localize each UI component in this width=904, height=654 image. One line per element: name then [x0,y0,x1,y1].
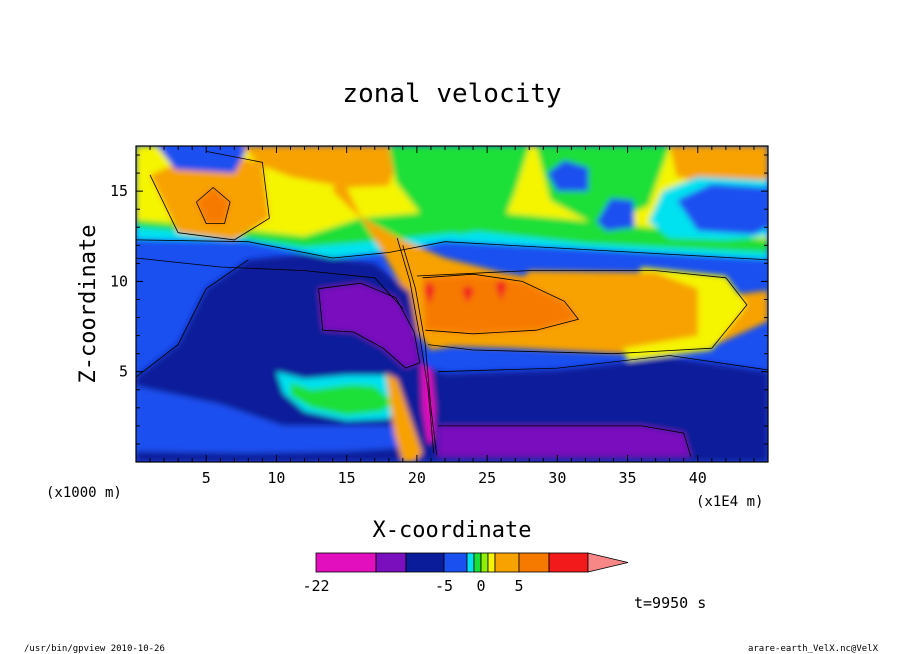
lower-left-blue [136,386,403,453]
x-tick-label: 10 [267,469,285,487]
colorbar: -22 -5 0 5 [302,552,629,595]
colorbar-tick-label: 5 [514,577,523,595]
x-tick-label: 40 [689,469,707,487]
upper-blue-patch [547,160,589,192]
y-tick-label: 10 [110,272,128,290]
contour-line [136,259,249,378]
contour-line [136,239,768,261]
upper-blue-patch-2 [596,198,635,231]
plot-frame [135,145,769,463]
colorbar-tick-label: 0 [476,577,485,595]
eastward-jet-core [422,274,579,334]
plot-area [136,146,768,462]
contour-line [396,237,435,454]
contour-line [149,151,270,241]
upper-right-blue [676,183,768,235]
x-tick-label: 5 [202,469,211,487]
y-tick-label: 5 [119,363,128,381]
x-tick-label: 20 [408,469,426,487]
contour-line [402,245,437,455]
colorbar-segment [480,552,489,573]
x-tick-label: 15 [338,469,356,487]
colorbar-segment [375,552,407,573]
contour-line [196,186,231,225]
y-tick-label: 15 [110,182,128,200]
colorbar-segment [315,552,377,573]
top-orange-band [241,146,403,188]
jet-max-1 [423,281,436,305]
x-axis: 5 10 15 20 25 30 35 40 [135,146,769,487]
lower-purple-shelf [438,425,691,457]
colorbar-segment [518,552,550,573]
upper-right-orange [669,146,768,186]
contour-line [422,273,580,335]
time-label: t=9950 s [634,594,706,612]
colorbar-segment [487,552,496,573]
y-axis-label: Z-coordinate [76,225,101,384]
westward-lower-navy [136,254,768,462]
colorbar-tick-label: -22 [302,577,329,595]
footer-left: /usr/bin/gpview 2010-10-26 [24,644,165,654]
x-tick-label: 25 [478,469,496,487]
jet-max-3 [495,279,507,302]
top-blue-left [157,146,249,174]
y-unit-label: (x1000 m) [46,485,122,501]
x-tick-label: 30 [548,469,566,487]
westward-purple-lobe [318,283,420,369]
upper-center-green [388,146,530,235]
colorbar-segment [443,552,468,573]
x-tick-label: 35 [619,469,637,487]
contour-line [318,282,421,369]
jet-max-2 [461,285,475,304]
upper-left-core [196,187,231,224]
x-unit-label: (x1E4 m) [696,494,763,510]
colorbar-segment [466,552,475,573]
contour-line [416,270,748,355]
y-axis: 5 10 15 [110,154,768,445]
colorbar-tick-label: -5 [435,577,453,595]
colorbar-overflow-arrow [587,552,629,573]
colorbar-segment [405,552,445,573]
contour-line [437,355,768,373]
x-axis-label: X-coordinate [373,518,532,543]
steep-orange-streak [386,373,423,462]
colorbar-segment [494,552,520,573]
contour-line [136,257,404,309]
strong-westward-streak [421,362,436,444]
lower-green-patch [290,382,393,416]
colorbar-segment [548,552,589,573]
colorbar-segment [473,552,482,573]
footer-right: arare-earth_VelX.nc@VelX [748,644,879,654]
chart-title: zonal velocity [342,79,561,109]
contour-line [438,425,692,457]
